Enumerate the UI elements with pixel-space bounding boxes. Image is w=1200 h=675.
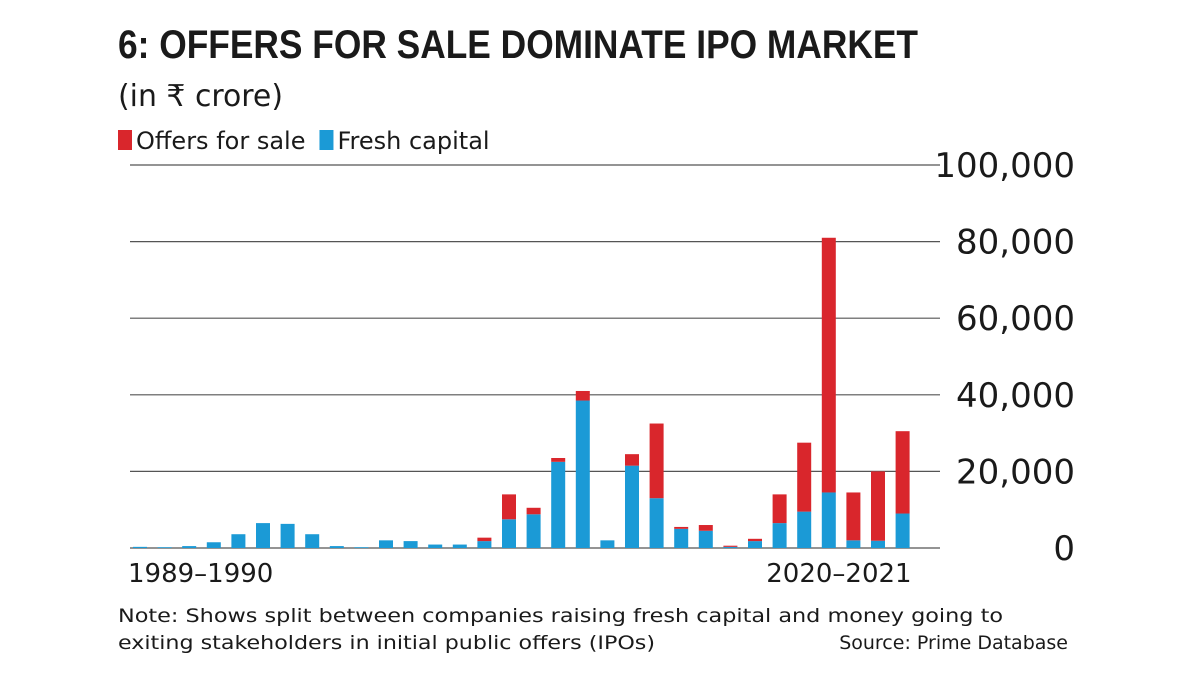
bar-segment <box>846 492 861 541</box>
bar-segment <box>256 523 270 548</box>
bar-segment <box>797 442 812 512</box>
x-tick-label: 2020–2021 <box>766 559 911 589</box>
bar-segment <box>526 507 541 515</box>
bar-segment <box>846 540 861 548</box>
legend-swatch <box>118 130 132 150</box>
source: Source: Prime Database <box>839 632 1068 654</box>
bar-segment <box>698 530 713 548</box>
bar-segment <box>551 457 566 462</box>
note-line: exiting stakeholders in initial public o… <box>118 632 655 654</box>
y-tick-label: 20,000 <box>956 452 1075 492</box>
bar-segment <box>723 546 738 548</box>
bar-segment <box>502 519 516 548</box>
bar-segment <box>428 544 443 548</box>
y-tick-label: 40,000 <box>956 376 1075 416</box>
y-tick-label: 60,000 <box>956 299 1075 339</box>
bar-segment <box>379 540 393 548</box>
bar-segment <box>895 513 910 548</box>
legend-label: Fresh capital <box>337 127 489 155</box>
bar-segment <box>600 540 615 548</box>
bar-segment <box>502 494 516 520</box>
bar-segment <box>625 454 639 466</box>
y-tick-label: 0 <box>1053 529 1075 569</box>
bar-segment <box>871 471 885 541</box>
bar-segment <box>821 237 836 493</box>
bar-segment <box>674 528 689 548</box>
bar-segment <box>871 540 885 548</box>
bar-segment <box>206 542 221 548</box>
bar-segment <box>477 541 492 548</box>
bar-segment <box>821 492 836 548</box>
bar-segment <box>748 538 762 542</box>
bar-segment <box>551 461 566 548</box>
bar-segment <box>157 547 172 548</box>
bar-segment <box>575 390 590 401</box>
chart-subtitle: (in ₹ crore) <box>118 79 283 114</box>
bar-segment <box>698 525 713 531</box>
bar-segment <box>772 523 787 548</box>
bar-segment <box>649 423 664 499</box>
bar-segment <box>452 544 467 548</box>
y-tick-label: 100,000 <box>934 146 1075 186</box>
bar-segment <box>797 511 812 548</box>
bar-segment <box>748 541 762 548</box>
y-tick-label: 80,000 <box>956 223 1075 263</box>
bar-segment <box>575 400 590 548</box>
bar-segment <box>649 498 664 548</box>
legend-label: Offers for sale <box>136 127 305 155</box>
note-line: Note: Shows split between companies rais… <box>118 605 1003 627</box>
x-tick-label: 1989–1990 <box>128 559 273 589</box>
bar-segment <box>674 526 689 529</box>
bar-segment <box>280 523 295 548</box>
bar-segment <box>526 514 541 548</box>
bar-segment <box>133 546 147 548</box>
bar-segment <box>305 534 320 548</box>
chart-title: 6: OFFERS FOR SALE DOMINATE IPO MARKET <box>118 23 918 67</box>
bar-segment <box>403 541 418 548</box>
bar-segment <box>329 546 344 548</box>
bar-segment <box>723 545 738 547</box>
bar-segment <box>772 494 787 524</box>
legend-swatch <box>319 130 334 150</box>
bar-segment <box>477 537 492 542</box>
bar-segment <box>354 547 369 548</box>
bar-segment <box>231 534 246 548</box>
bar-segment <box>895 431 910 514</box>
bar-segment <box>625 465 639 548</box>
bar-segment <box>182 546 197 548</box>
